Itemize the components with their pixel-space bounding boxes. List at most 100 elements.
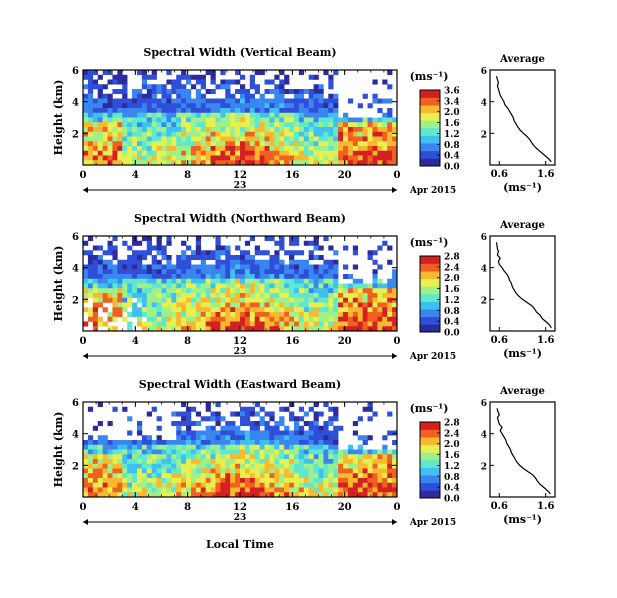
heatmap-cell xyxy=(372,93,378,99)
heatmap-cell xyxy=(171,326,177,332)
heatmap-cell xyxy=(313,463,319,469)
heatmap-cell xyxy=(289,89,295,95)
heatmap-cell xyxy=(210,435,216,441)
heatmap-cell xyxy=(107,326,113,332)
heatmap-cell xyxy=(249,160,256,166)
heatmap-cell xyxy=(289,482,295,488)
heatmap-cell xyxy=(83,74,89,80)
heatmap-cell xyxy=(323,112,329,118)
heatmap-cell xyxy=(136,421,143,427)
heatmap-cell xyxy=(249,74,256,80)
heatmap-cell xyxy=(83,103,89,109)
heatmap-cell xyxy=(190,112,197,118)
heatmap-cell xyxy=(303,240,309,246)
heatmap-cell xyxy=(112,302,118,308)
heatmap-cell xyxy=(367,435,373,441)
heatmap-cell xyxy=(235,411,241,417)
heatmap-cell xyxy=(377,98,383,104)
heatmap-cell xyxy=(372,468,378,474)
heatmap-cell xyxy=(249,406,256,412)
heatmap-cell xyxy=(225,98,231,104)
heatmap-cell xyxy=(171,98,177,104)
heatmap-cell xyxy=(190,440,197,446)
heatmap-cell xyxy=(176,307,182,313)
heatmap-cell xyxy=(372,141,378,147)
heatmap-cell xyxy=(161,274,167,280)
heatmap-cell xyxy=(328,312,334,318)
heatmap-cell xyxy=(83,146,89,152)
heatmap-cell xyxy=(97,321,103,327)
heatmap-cell xyxy=(382,150,388,156)
heatmap-cell xyxy=(318,482,324,488)
heatmap-cell xyxy=(352,312,359,318)
heatmap-cell xyxy=(308,435,314,441)
heatmap-cell xyxy=(249,312,256,318)
heatmap-cell xyxy=(333,150,339,156)
heatmap-cell xyxy=(141,473,148,479)
heatmap-cell xyxy=(254,307,260,313)
heatmap-cell xyxy=(279,146,285,152)
colorbar-swatch xyxy=(420,490,440,499)
heatmap-cell xyxy=(210,288,216,294)
heatmap-cell xyxy=(190,487,197,493)
heatmap-cell xyxy=(112,98,118,104)
heatmap-cell xyxy=(362,473,368,479)
heatmap-cell xyxy=(377,141,383,147)
heatmap-cell xyxy=(195,117,202,123)
heatmap-cell xyxy=(347,146,354,152)
heatmap-cell xyxy=(303,444,309,450)
heatmap-cell xyxy=(289,473,295,479)
heatmap-cell xyxy=(244,316,251,322)
heatmap-cell xyxy=(308,449,314,455)
heatmap-cell xyxy=(132,288,138,294)
colorbar-swatch xyxy=(420,256,440,264)
heatmap-cell xyxy=(382,473,388,479)
heatmap-cell xyxy=(284,274,290,280)
heatmap-cell xyxy=(259,307,265,313)
heatmap-cell xyxy=(122,444,128,450)
heatmap-cell xyxy=(343,283,349,289)
heatmap-cell xyxy=(87,293,94,299)
heatmap-cell xyxy=(387,122,393,128)
heatmap-cell xyxy=(293,449,300,455)
heatmap-cell xyxy=(215,84,221,90)
heatmap-cell xyxy=(323,283,329,289)
heatmap-cell xyxy=(387,278,393,284)
heatmap-cell xyxy=(87,264,94,270)
heatmap-cell xyxy=(279,274,285,280)
heatmap-cell xyxy=(333,416,339,422)
heatmap-cell xyxy=(195,245,202,251)
heatmap-cell xyxy=(372,127,378,133)
heatmap-cell xyxy=(269,449,275,455)
heatmap-cell xyxy=(387,146,393,152)
heatmap-cell xyxy=(333,136,339,142)
heatmap-cell xyxy=(377,459,383,465)
heatmap-cell xyxy=(274,449,280,455)
heatmap-cell xyxy=(377,117,383,123)
heatmap-cell xyxy=(92,150,99,156)
heatmap-cell xyxy=(240,468,246,474)
heatmap-cell xyxy=(259,478,265,484)
heatmap-cell xyxy=(215,274,221,280)
heatmap-cell xyxy=(146,89,152,95)
heatmap-cell xyxy=(166,103,172,109)
heatmap-cell xyxy=(83,131,89,137)
heatmap-cell xyxy=(328,302,334,308)
heatmap-cell xyxy=(235,316,241,322)
heatmap-cell xyxy=(298,449,305,455)
heatmap-cell xyxy=(190,316,197,322)
heatmap-cell xyxy=(176,103,182,109)
heatmap-cell xyxy=(205,141,211,147)
heatmap-cell xyxy=(205,269,211,275)
heatmap-cell xyxy=(195,411,202,417)
heatmap-cell xyxy=(122,264,128,270)
heatmap-cell xyxy=(244,255,251,261)
heatmap-cell xyxy=(372,478,378,484)
colorbar: 3.63.42.01.61.20.80.40.0 xyxy=(419,87,460,173)
heatmap-cell xyxy=(274,98,280,104)
colorbar-tick-label: 2.8 xyxy=(444,419,460,429)
heatmap-cell xyxy=(117,487,123,493)
heatmap-cell xyxy=(181,411,187,417)
heatmap-cell xyxy=(284,141,290,147)
heatmap-cell xyxy=(372,312,378,318)
